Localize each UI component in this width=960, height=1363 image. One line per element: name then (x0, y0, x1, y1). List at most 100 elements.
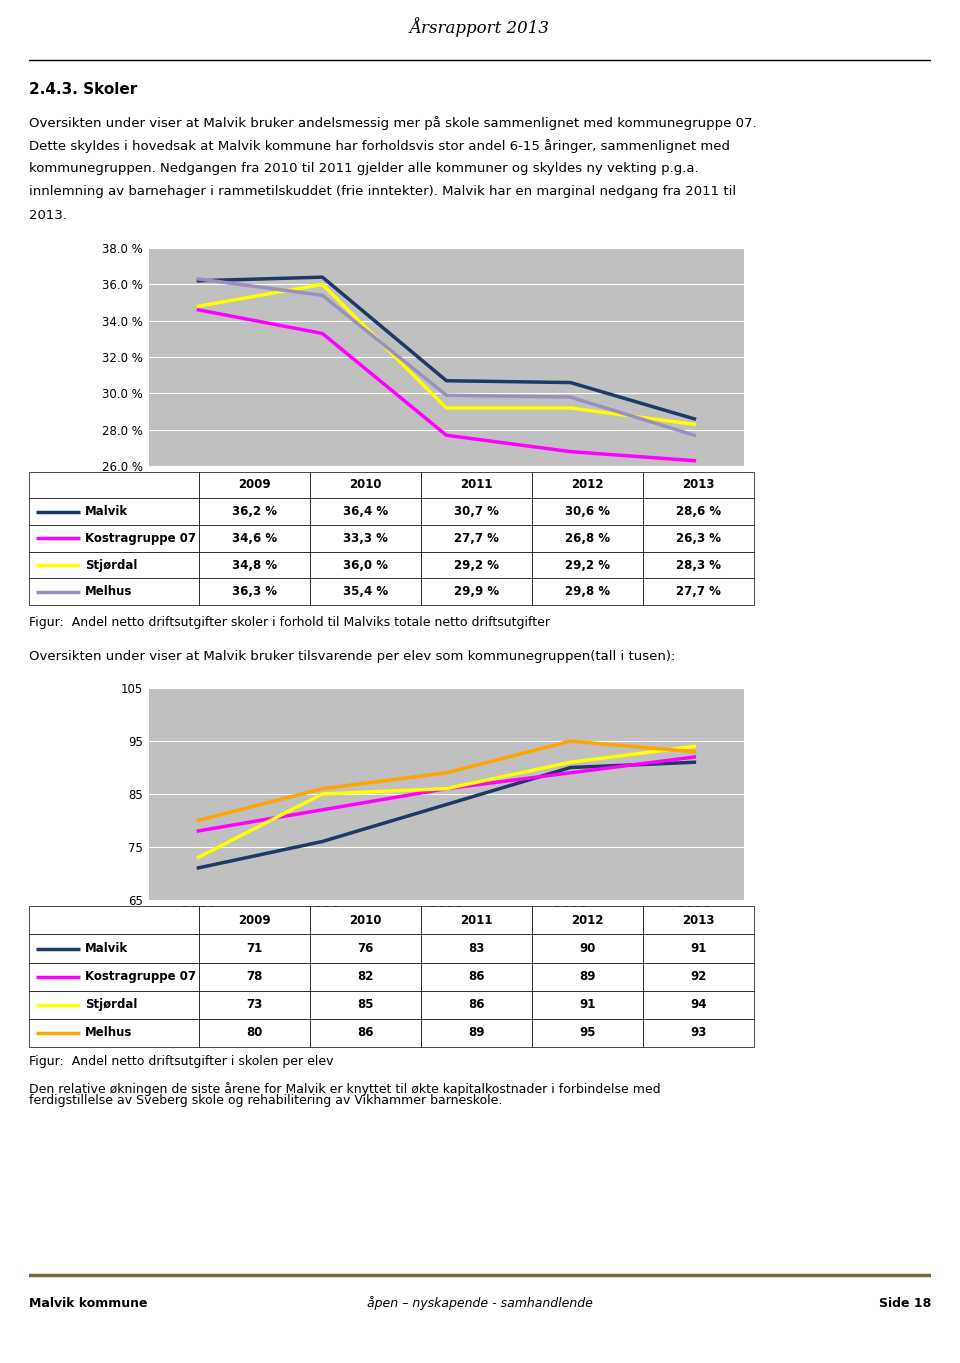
Text: 36,3 %: 36,3 % (232, 585, 277, 598)
Text: 2010: 2010 (349, 478, 382, 492)
Text: 34,8 %: 34,8 % (232, 559, 277, 571)
Text: 28,6 %: 28,6 % (676, 506, 721, 518)
Text: Figur:  Andel netto driftsutgifter i skolen per elev: Figur: Andel netto driftsutgifter i skol… (29, 1055, 333, 1069)
Bar (29, 906, 199, 935)
Bar (532, 935, 642, 962)
Bar (532, 906, 642, 935)
Bar (199, 906, 310, 935)
Text: ferdigstillelse av Sveberg skole og rehabilitering av Vikhammer barneskole.: ferdigstillelse av Sveberg skole og reha… (29, 1093, 502, 1107)
Bar (29, 499, 199, 525)
Bar (199, 991, 310, 1018)
Bar (420, 1018, 532, 1047)
Text: Kostragruppe 07: Kostragruppe 07 (85, 532, 197, 545)
Text: 2013: 2013 (682, 478, 714, 492)
Bar (310, 991, 420, 1018)
Bar (532, 525, 642, 552)
Bar (310, 578, 420, 605)
Text: 73: 73 (247, 998, 263, 1011)
Bar (29, 525, 199, 552)
Bar (642, 578, 754, 605)
Bar (199, 1018, 310, 1047)
Bar (310, 935, 420, 962)
Text: Stjørdal: Stjørdal (85, 559, 137, 571)
Text: 30,6 %: 30,6 % (564, 506, 610, 518)
Text: innlemning av barnehager i rammetilskuddet (frie inntekter). Malvik har en margi: innlemning av barnehager i rammetilskudd… (29, 185, 736, 199)
Text: 34,6 %: 34,6 % (232, 532, 277, 545)
Bar (642, 499, 754, 525)
Bar (532, 1018, 642, 1047)
Bar (310, 499, 420, 525)
Text: Malvik: Malvik (85, 942, 129, 955)
Bar (29, 962, 199, 991)
Text: 2011: 2011 (460, 478, 492, 492)
Bar (199, 525, 310, 552)
Bar (29, 1018, 199, 1047)
Text: Malvik kommune: Malvik kommune (29, 1296, 147, 1310)
Bar (532, 991, 642, 1018)
Bar (199, 499, 310, 525)
Bar (420, 962, 532, 991)
Bar (310, 552, 420, 578)
Bar (420, 935, 532, 962)
Text: 83: 83 (468, 942, 485, 955)
Bar (29, 472, 199, 499)
Text: 94: 94 (690, 998, 707, 1011)
Bar (642, 962, 754, 991)
Bar (420, 906, 532, 935)
Text: 2009: 2009 (238, 478, 271, 492)
Bar (642, 906, 754, 935)
Bar (199, 935, 310, 962)
Text: 28,3 %: 28,3 % (676, 559, 721, 571)
Text: Malvik: Malvik (85, 506, 129, 518)
Text: Side 18: Side 18 (879, 1296, 931, 1310)
Text: 35,4 %: 35,4 % (343, 585, 388, 598)
Text: 78: 78 (247, 970, 263, 983)
Text: 2.4.3. Skoler: 2.4.3. Skoler (29, 82, 137, 97)
Text: 2010: 2010 (349, 915, 382, 927)
Text: Stjørdal: Stjørdal (85, 998, 137, 1011)
Text: 29,8 %: 29,8 % (564, 585, 610, 598)
Text: 82: 82 (357, 970, 373, 983)
Text: 27,7 %: 27,7 % (676, 585, 721, 598)
Text: Kostragruppe 07: Kostragruppe 07 (85, 970, 197, 983)
Text: 26,8 %: 26,8 % (564, 532, 610, 545)
Text: 93: 93 (690, 1026, 707, 1039)
Text: 2013.: 2013. (29, 209, 67, 222)
Text: 91: 91 (690, 942, 707, 955)
Bar (642, 935, 754, 962)
Bar (199, 472, 310, 499)
Bar (199, 552, 310, 578)
Text: 95: 95 (579, 1026, 595, 1039)
Text: 71: 71 (247, 942, 263, 955)
Bar (199, 578, 310, 605)
Text: 2012: 2012 (571, 478, 604, 492)
Bar (29, 991, 199, 1018)
Text: Årsrapport 2013: Årsrapport 2013 (410, 18, 550, 37)
Text: Figur:  Andel netto driftsutgifter skoler i forhold til Malviks totale netto dri: Figur: Andel netto driftsutgifter skoler… (29, 616, 550, 630)
Bar (420, 552, 532, 578)
Text: Melhus: Melhus (85, 1026, 132, 1039)
Text: 2011: 2011 (460, 915, 492, 927)
Text: 89: 89 (579, 970, 595, 983)
Text: 29,2 %: 29,2 % (454, 559, 499, 571)
Text: 30,7 %: 30,7 % (454, 506, 499, 518)
Bar (532, 552, 642, 578)
Text: 86: 86 (468, 998, 485, 1011)
Bar (310, 472, 420, 499)
Bar (310, 906, 420, 935)
Text: Oversikten under viser at Malvik bruker tilsvarende per elev som kommunegruppen(: Oversikten under viser at Malvik bruker … (29, 650, 675, 664)
Bar (532, 499, 642, 525)
Text: 89: 89 (468, 1026, 485, 1039)
Text: 86: 86 (357, 1026, 373, 1039)
Text: 92: 92 (690, 970, 707, 983)
Bar (642, 991, 754, 1018)
Bar (29, 935, 199, 962)
Text: 27,7 %: 27,7 % (454, 532, 499, 545)
Text: 80: 80 (247, 1026, 263, 1039)
Text: 85: 85 (357, 998, 373, 1011)
Bar (642, 1018, 754, 1047)
Text: 76: 76 (357, 942, 373, 955)
Bar (532, 962, 642, 991)
Text: 2013: 2013 (682, 915, 714, 927)
Bar (420, 525, 532, 552)
